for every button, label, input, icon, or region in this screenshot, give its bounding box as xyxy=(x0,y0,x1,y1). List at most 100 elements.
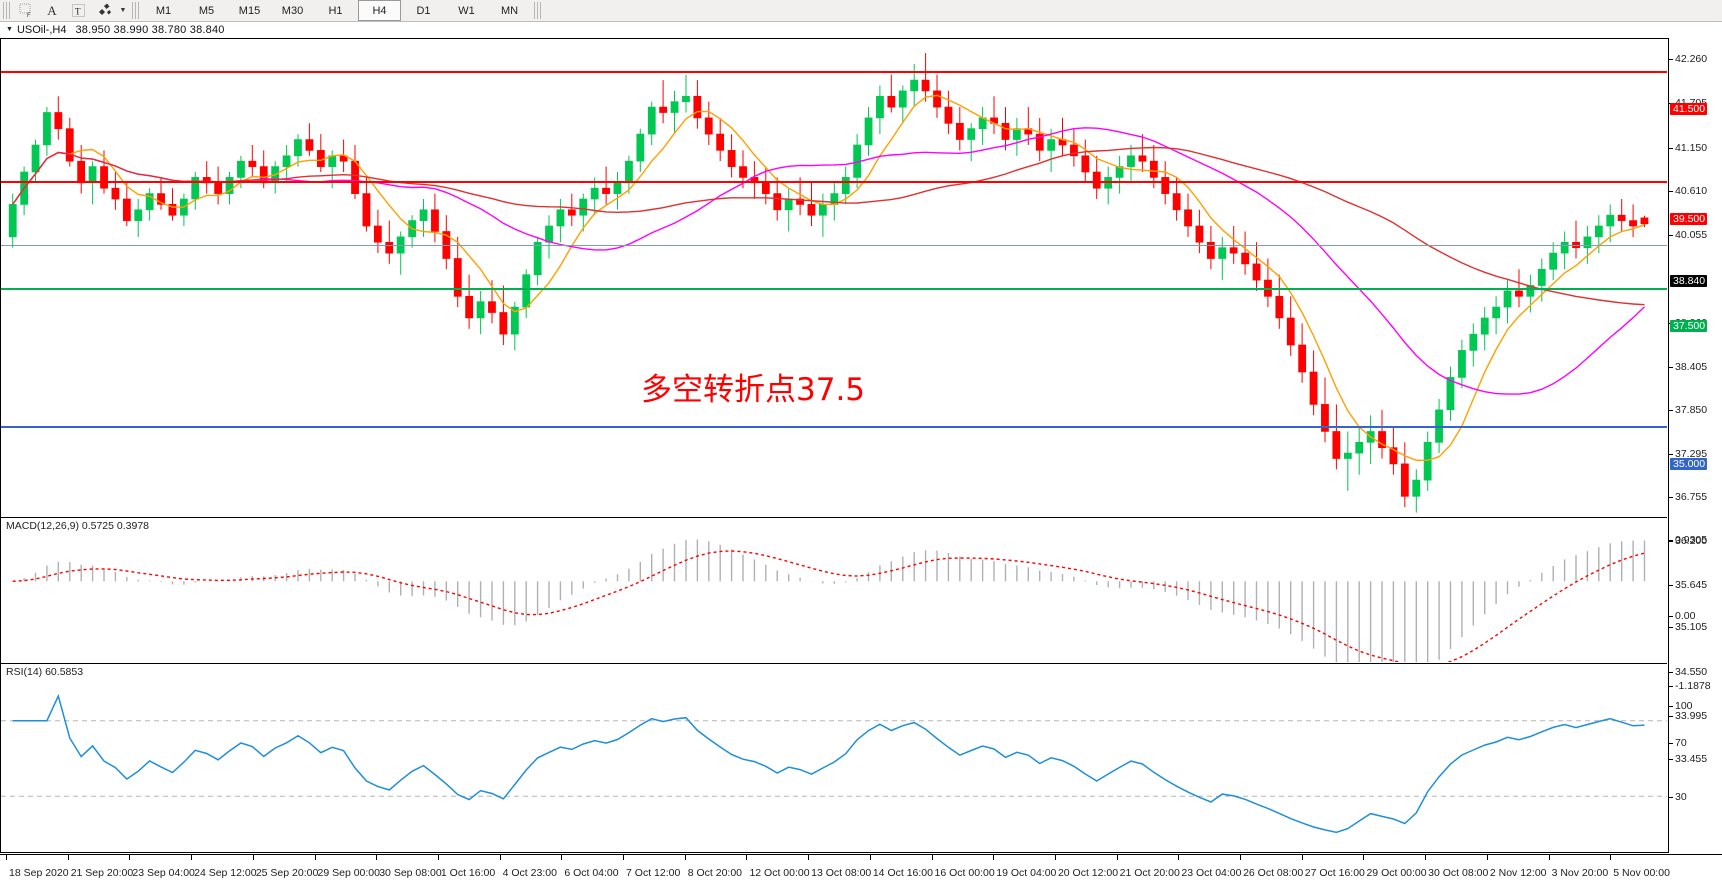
time-axis-label: 27 Oct 16:00 xyxy=(1304,867,1365,879)
time-axis-label: 14 Oct 16:00 xyxy=(872,867,933,879)
time-tick-mark xyxy=(67,855,69,860)
timeframe-d1[interactable]: D1 xyxy=(416,4,431,17)
price-pane[interactable]: 多空转折点37.5 xyxy=(1,39,1667,515)
axis-tick-label: 37.850 xyxy=(1675,404,1708,416)
floor-line-35000 xyxy=(1,426,1667,428)
price-badge-39.500: 39.500 xyxy=(1670,213,1708,225)
time-tick-mark xyxy=(746,855,748,860)
price-tick-41.150: 41.150 xyxy=(1669,142,1722,154)
axis-tick-mark xyxy=(1669,496,1673,498)
time-tick-mark xyxy=(561,855,563,860)
time-axis-label: 25 Sep 20:00 xyxy=(255,867,319,879)
time-axis-label: 1 Oct 16:00 xyxy=(440,867,496,879)
time-tick-mark xyxy=(1301,855,1303,860)
axis-tick-label: 38.405 xyxy=(1675,361,1708,373)
time-axis-label: 16 Oct 00:00 xyxy=(934,867,995,879)
macd-pane[interactable]: MACD(12,26,9) 0.5725 0.3978 xyxy=(1,517,1667,662)
time-axis-label: 23 Sep 04:00 xyxy=(132,867,195,879)
toolbar-grip-1[interactable] xyxy=(3,2,10,19)
text-box-icon[interactable]: T xyxy=(65,1,91,20)
crosshair-f-icon[interactable]: F xyxy=(13,1,39,20)
time-tick-mark xyxy=(808,855,810,860)
price-tick-40.055: 40.055 xyxy=(1669,229,1722,241)
time-tick-mark xyxy=(993,855,995,860)
timeframe-h1[interactable]: H1 xyxy=(328,4,343,17)
timeframe-mn[interactable]: MN xyxy=(500,4,519,17)
price-tick-37.295: 37.295 xyxy=(1669,448,1722,460)
last-price-line xyxy=(1,245,1667,246)
time-axis-label: 20 Oct 12:00 xyxy=(1057,867,1119,879)
time-axis-label: 30 Sep 08:00 xyxy=(379,867,442,879)
price-tick-35.645: 35.645 xyxy=(1669,579,1722,591)
price-tick-34.550: 34.550 xyxy=(1669,666,1722,678)
axis-tick-label: 41.150 xyxy=(1675,142,1708,154)
price-tick-36.755: 36.755 xyxy=(1669,491,1722,503)
time-axis-label: 19 Oct 04:00 xyxy=(996,867,1057,879)
time-tick-mark xyxy=(6,855,7,860)
price-tick-38.405: 38.405 xyxy=(1669,361,1722,373)
shapes-dropdown-caret-icon[interactable]: ▼ xyxy=(119,7,127,14)
resistance-line-39500 xyxy=(1,181,1667,183)
ohlc-quote: 38.950 38.990 38.780 38.840 xyxy=(75,23,225,36)
axis-tick-mark xyxy=(1669,58,1673,60)
price-scale-axis[interactable]: 42.26041.70541.15040.61040.05538.96038.4… xyxy=(1668,38,1722,853)
time-tick-mark xyxy=(1054,855,1056,860)
axis-tick-mark xyxy=(1669,715,1673,717)
time-axis-label: 8 Oct 20:00 xyxy=(687,867,743,879)
time-axis-label: 2 Nov 12:00 xyxy=(1489,867,1547,879)
collapse-chevron-icon[interactable]: ▼ xyxy=(6,26,13,33)
time-tick-mark xyxy=(869,855,871,860)
time-tick-mark xyxy=(252,855,254,860)
timeframe-m5[interactable]: M5 xyxy=(198,4,215,17)
time-axis-label: 3 Nov 20:00 xyxy=(1551,867,1609,879)
macd-tick-0.00: 0.00 xyxy=(1669,610,1722,622)
price-tick-36.200: 36.200 xyxy=(1669,535,1722,547)
axis-tick-label: 33.455 xyxy=(1675,753,1708,765)
time-tick-mark xyxy=(1548,855,1550,860)
time-tick-mark xyxy=(314,855,316,860)
rsi-tick-30: 30 xyxy=(1669,791,1722,803)
timeframe-m30[interactable]: M30 xyxy=(281,4,304,17)
axis-tick-mark xyxy=(1669,685,1673,687)
axis-tick-label: 36.200 xyxy=(1675,535,1708,547)
axis-tick-mark xyxy=(1669,796,1673,798)
toolbar-grip-3[interactable] xyxy=(534,2,541,19)
axis-tick-label: 35.105 xyxy=(1675,621,1708,633)
time-axis-label: 12 Oct 00:00 xyxy=(749,867,810,879)
axis-tick-mark xyxy=(1669,540,1673,542)
price-badge-35.000: 35.000 xyxy=(1670,458,1708,470)
time-tick-mark xyxy=(437,855,439,860)
axis-tick-mark xyxy=(1669,705,1673,707)
time-tick-mark xyxy=(129,855,131,860)
axis-tick-label: 35.645 xyxy=(1675,579,1708,591)
macd-plot-layer xyxy=(12,539,1646,662)
timeframe-m15[interactable]: M15 xyxy=(238,4,261,17)
axis-tick-label: 0.00 xyxy=(1675,610,1696,622)
timeframe-w1[interactable]: W1 xyxy=(458,4,475,17)
axis-tick-label: 40.610 xyxy=(1675,185,1708,197)
time-tick-mark xyxy=(623,855,625,860)
support-line-37500 xyxy=(1,288,1667,290)
axis-tick-mark xyxy=(1669,742,1673,744)
price-tick-33.455: 33.455 xyxy=(1669,753,1722,765)
rsi-indicator-label: RSI(14) 60.5853 xyxy=(6,666,84,678)
timeframe-m1[interactable]: M1 xyxy=(155,4,172,17)
time-tick-mark xyxy=(1425,855,1427,860)
axis-tick-mark xyxy=(1669,147,1673,149)
rsi-pane[interactable]: RSI(14) 60.5853 xyxy=(1,663,1667,852)
shapes-icon[interactable] xyxy=(91,1,117,20)
time-tick-mark xyxy=(1178,855,1180,860)
rsi-tick-100: 100 xyxy=(1669,700,1722,712)
axis-tick-label: 37.295 xyxy=(1675,448,1708,460)
toolbar-grip-2[interactable] xyxy=(132,2,139,19)
axis-tick-label: 30 xyxy=(1675,791,1687,803)
chart-frame[interactable]: 多空转折点37.5 MACD(12,26,9) 0.5725 0.3978 RS… xyxy=(0,38,1668,853)
axis-tick-label: 36.755 xyxy=(1675,491,1708,503)
text-label-icon[interactable]: A xyxy=(47,2,57,18)
time-axis-label: 6 Oct 04:00 xyxy=(564,867,619,879)
price-tick-42.260: 42.260 xyxy=(1669,53,1722,65)
timeframe-h4[interactable]: H4 xyxy=(358,0,401,21)
time-axis[interactable]: 18 Sep 2020 21 Sep 20:00 23 Sep 04:00 24 Se… xyxy=(0,854,1722,892)
macd-tick-0.9305: 0.9305 xyxy=(1669,534,1722,546)
